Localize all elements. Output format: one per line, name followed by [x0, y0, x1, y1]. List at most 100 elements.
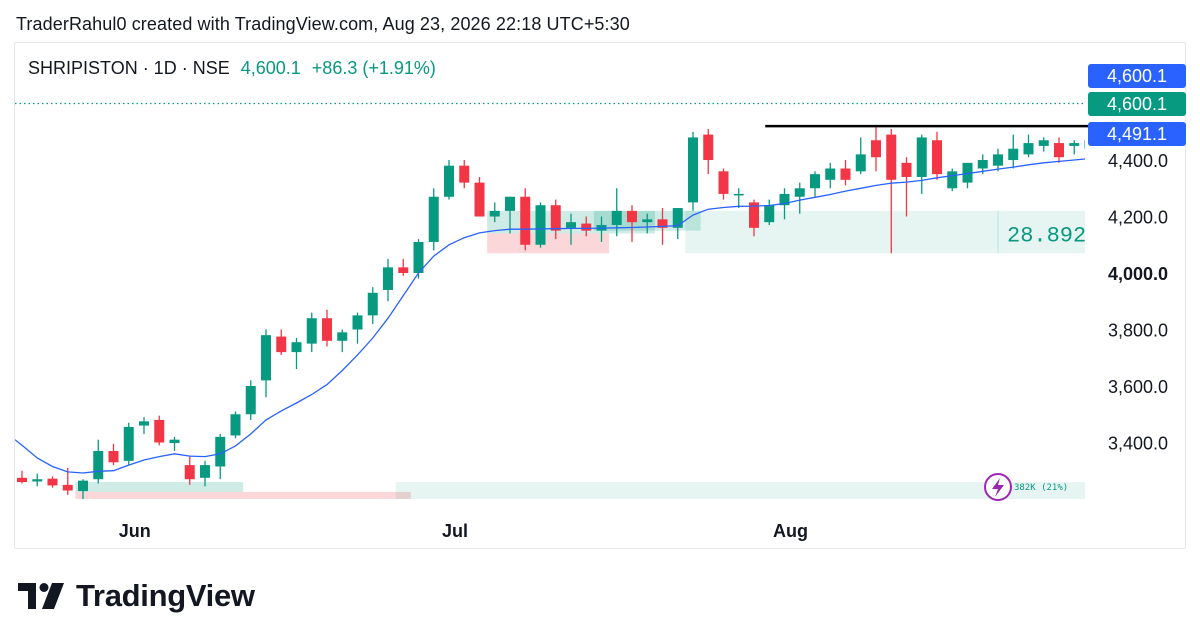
candle-body [200, 465, 210, 478]
candle-body [154, 419, 165, 443]
tradingview-brand: TradingView [18, 578, 255, 614]
candle-body [688, 137, 698, 203]
candle-body [17, 477, 27, 483]
price-label: 4,600.1 [1088, 92, 1186, 116]
candle-body [566, 222, 576, 228]
candle-body [276, 336, 287, 353]
candle-body [62, 484, 73, 491]
zone-green-6 [395, 482, 1085, 499]
candle-body [1038, 140, 1049, 146]
candle-body [398, 267, 409, 274]
candle-body [322, 318, 332, 341]
ema-line [15, 158, 1085, 474]
candle-body [627, 210, 637, 223]
candle-body [230, 414, 241, 436]
candle-body [428, 196, 439, 242]
candle-body [1054, 143, 1064, 158]
candle-body [474, 182, 485, 217]
price-change: +86.3 (+1.91%) [311, 58, 436, 78]
candle-body [764, 205, 775, 223]
x-tick-label: Jul [442, 521, 468, 541]
y-tick-label: 3,400.0 [1108, 434, 1168, 454]
candle-body [993, 154, 1003, 166]
candle-body [337, 332, 348, 341]
candle-body [489, 210, 500, 217]
candle-body [581, 223, 592, 231]
candle-body [169, 439, 180, 444]
candle-body [657, 219, 668, 228]
zone-red-1 [487, 233, 610, 254]
chart-caption: TraderRahul0 created with TradingView.co… [16, 14, 630, 34]
symbol-legend: SHRIPISTON · 1D · NSE 4,600.1 +86.3 (+1.… [28, 58, 436, 79]
candle-body [1008, 148, 1019, 161]
candle-body [123, 426, 134, 461]
candle-body [383, 267, 393, 290]
zone-red-5 [75, 491, 411, 499]
candle-body [672, 208, 683, 228]
candle-body [550, 205, 561, 231]
candle-body [779, 193, 790, 206]
price-label: 4,491.1 [1088, 122, 1186, 146]
candle-body [718, 171, 729, 194]
candle-body [932, 140, 942, 175]
candle-body [977, 160, 988, 169]
candle-body [947, 171, 958, 189]
zone-green-4 [75, 482, 244, 492]
candle-body [962, 162, 973, 183]
candle-body [306, 318, 317, 344]
candle-body [78, 480, 88, 492]
candle-body [505, 196, 515, 211]
symbol-name: SHRIPISTON · 1D · NSE [28, 58, 230, 78]
candle-body [840, 168, 851, 180]
candle-body [291, 342, 302, 353]
candle-body [444, 165, 454, 197]
candle-body [261, 335, 271, 381]
candle-body [886, 134, 897, 180]
candle-body [855, 154, 866, 172]
candle-body [611, 210, 622, 225]
candle-body [108, 450, 119, 463]
candle-body [245, 386, 256, 415]
candle-body [901, 162, 912, 177]
candle-body [794, 188, 805, 197]
candle-body [184, 465, 195, 480]
candle-body [47, 478, 58, 486]
candle-body [1023, 143, 1034, 155]
candle-body [535, 205, 546, 245]
volume-label: 382K (21%) [1014, 483, 1068, 493]
candle-body [916, 137, 927, 177]
candle-body [642, 219, 653, 223]
brand-name: TradingView [76, 578, 255, 613]
y-tick-label: 3,800.0 [1108, 321, 1168, 341]
candle-body [749, 202, 759, 228]
y-tick-label: 4,200.0 [1108, 208, 1168, 228]
candle-body [520, 196, 531, 245]
candle-body [32, 479, 43, 482]
price-label: 4,600.1 [1088, 64, 1186, 88]
candle-body [459, 165, 470, 183]
candle-body [810, 174, 820, 189]
x-tick-label: Aug [773, 521, 808, 541]
chart-frame [14, 42, 1186, 549]
candle-body [825, 168, 836, 180]
tradingview-logo-icon [18, 583, 64, 609]
candle-body [703, 134, 714, 161]
last-price: 4,600.1 [240, 58, 301, 78]
bolt-glyph [992, 478, 1004, 497]
zone-range-label: 28.892 [1007, 223, 1086, 248]
candle-body [733, 193, 744, 196]
candle-body [1069, 143, 1080, 146]
candle-body [413, 241, 424, 274]
candle-body [215, 436, 226, 467]
x-tick-label: Jun [119, 521, 151, 541]
candle-body [1084, 140, 1085, 149]
y-tick-label: 4,400.0 [1108, 151, 1168, 171]
y-tick-label: 4,000.0 [1108, 264, 1168, 284]
candle-body [367, 292, 378, 316]
candle-body [93, 450, 104, 480]
candle-body [352, 315, 363, 330]
candle-body [871, 140, 881, 158]
y-tick-label: 3,600.0 [1108, 377, 1168, 397]
candle-body [139, 421, 149, 426]
